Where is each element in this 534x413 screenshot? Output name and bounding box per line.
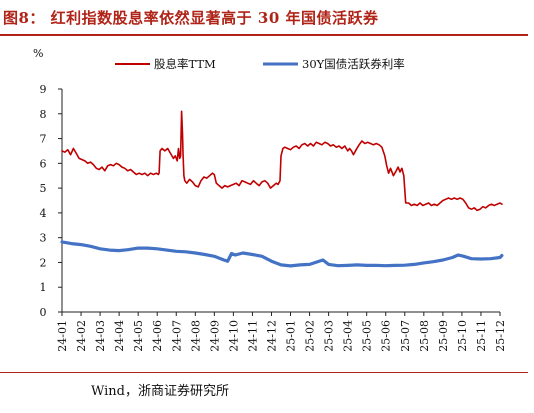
- x-tick-label: 25-03: [323, 320, 336, 352]
- x-tick-label: 25-01: [285, 320, 298, 352]
- source-note: Wind，浙商证券研究所: [91, 384, 229, 399]
- x-tick-label: 25-08: [418, 320, 431, 352]
- x-tick-label: 24-06: [151, 320, 164, 352]
- x-tick-label: 25-04: [342, 320, 355, 352]
- x-tick-label: 24-02: [75, 320, 88, 352]
- x-tick-label: 24-11: [246, 320, 259, 352]
- x-tick-label: 25-10: [456, 320, 469, 352]
- y-tick-label: 5: [40, 182, 47, 195]
- x-tick-label: 25-07: [399, 320, 412, 352]
- x-tick-label: 25-06: [380, 320, 393, 352]
- legend-label-bond: 30Y国债活跃券利率: [302, 57, 405, 71]
- x-tick-label: 25-05: [361, 320, 374, 352]
- x-axis-ticks: 24-01 24-02 24-03 24-04 24-05 24-06 24-07 24-08…: [56, 312, 507, 352]
- series-line-dividend-yield: [61, 110, 503, 212]
- x-tick-label: 24-03: [94, 320, 107, 352]
- series-line-30y-bond-yield: [60, 240, 504, 268]
- y-tick-label: 3: [40, 232, 47, 245]
- x-tick-label: 24-05: [132, 320, 145, 352]
- x-tick-label: 24-08: [189, 320, 202, 352]
- figure-title: 图8： 红利指数股息率依然显著高于 30 年国债活跃券: [3, 9, 379, 27]
- x-tick-label: 25-12: [494, 320, 507, 352]
- y-axis-ticks: 0 1 2 3 4 5 6 7 8 9: [40, 83, 62, 319]
- x-tick-label: 24-01: [56, 320, 69, 352]
- title-rule: [0, 34, 528, 36]
- y-tick-label: 2: [40, 256, 47, 269]
- y-tick-label: 9: [40, 83, 47, 96]
- x-tick-label: 25-11: [475, 320, 488, 352]
- chart-legend: 股息率TTM 30Y国债活跃券利率: [115, 57, 405, 71]
- y-tick-label: 8: [40, 108, 47, 121]
- y-tick-label: 1: [40, 281, 47, 294]
- y-unit-label: %: [33, 47, 43, 60]
- chart-axes: [61, 89, 500, 313]
- title-bar: 图8： 红利指数股息率依然显著高于 30 年国债活跃券: [0, 0, 534, 38]
- y-tick-label: 0: [40, 306, 47, 319]
- x-tick-label: 24-07: [170, 320, 183, 352]
- x-tick-label: 25-02: [304, 320, 317, 352]
- source-rule: [0, 372, 528, 373]
- x-tick-label: 24-04: [113, 320, 126, 352]
- y-tick-label: 6: [40, 157, 47, 170]
- x-tick-label: 24-12: [265, 320, 278, 352]
- legend-label-dividend: 股息率TTM: [154, 57, 216, 71]
- x-tick-label: 24-10: [227, 320, 240, 352]
- x-tick-label: 25-09: [437, 320, 450, 352]
- x-tick-label: 24-09: [208, 320, 221, 352]
- series-layer: [60, 110, 504, 268]
- y-tick-label: 7: [40, 133, 47, 146]
- y-tick-label: 4: [40, 207, 47, 220]
